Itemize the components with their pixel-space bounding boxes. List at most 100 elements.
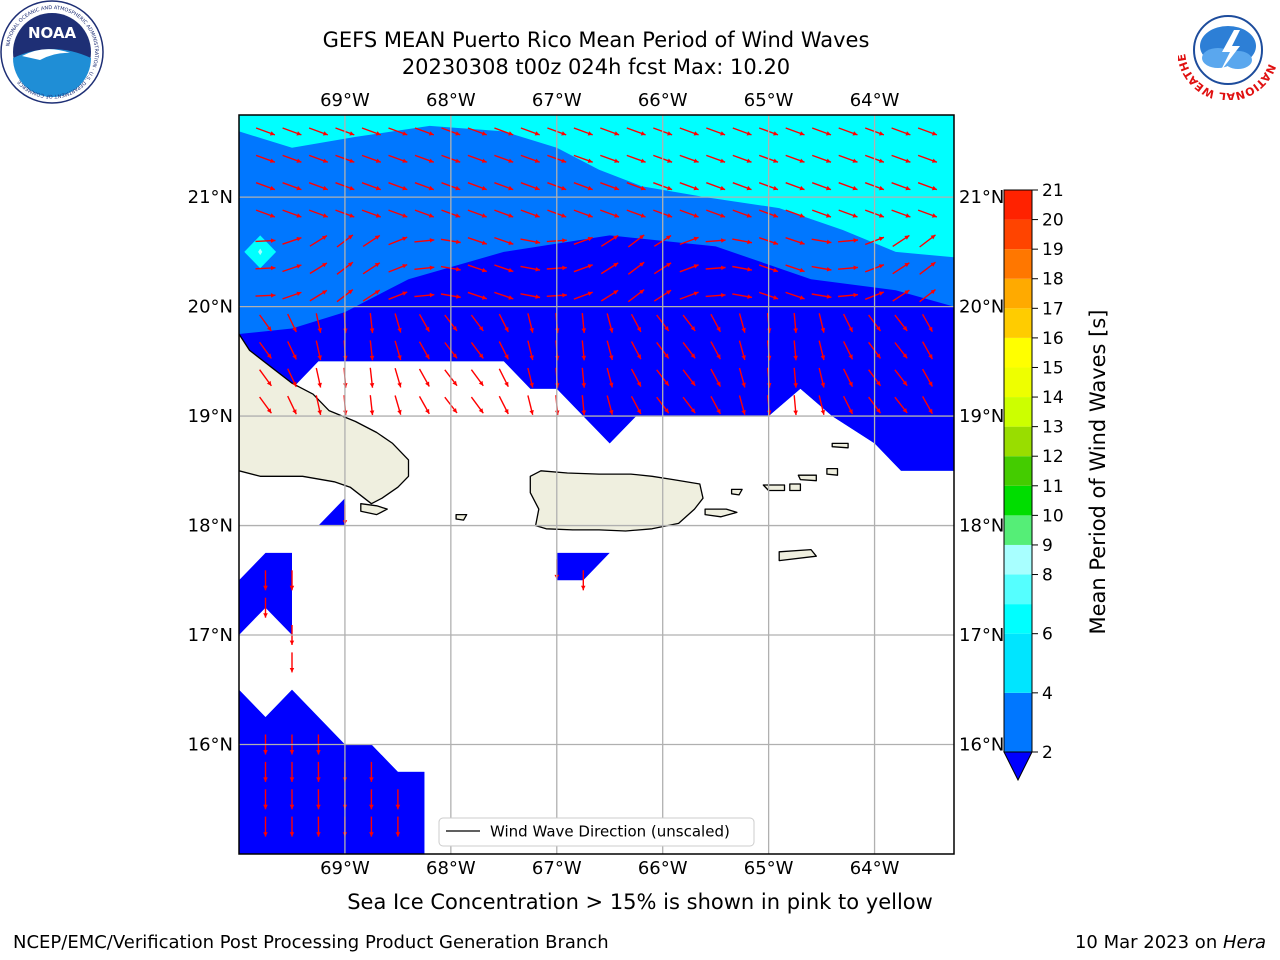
wind-wave-arrow (919, 234, 936, 248)
wind-wave-arrow (630, 395, 642, 415)
wind-wave-arrow (289, 816, 295, 837)
land-virgin-gorda (826, 467, 839, 476)
wind-wave-arrow (706, 127, 726, 136)
wind-wave-arrow (627, 261, 645, 275)
wind-wave-arrow (470, 341, 484, 359)
land-hispaniola (239, 333, 410, 505)
colorbar-label: Mean Period of Wind Waves [s] (1086, 310, 1110, 635)
wind-wave-arrow (838, 182, 858, 191)
wind-wave-arrow (606, 340, 614, 361)
wind-wave-arrow (710, 395, 722, 415)
colorbar-tick-label: 18 (1042, 270, 1064, 290)
wind-wave-arrow (705, 265, 726, 271)
wind-wave-arrow (308, 154, 329, 163)
wind-wave-arrow (811, 265, 832, 272)
wind-wave-arrow (838, 265, 859, 270)
wind-wave-arrow (520, 293, 541, 299)
wind-wave-arrow (818, 313, 826, 333)
colorbar-tick-label: 16 (1042, 329, 1064, 349)
colorbar: 2 4 6 8 9 10 11 12 13 14 15 16 17 18 19 20 21 (1003, 181, 1064, 782)
wind-wave-arrow (679, 291, 699, 300)
wind-wave-arrow (418, 368, 430, 387)
wind-wave-arrow (362, 289, 381, 302)
wind-wave-arrow (732, 127, 752, 136)
wind-wave-arrow (282, 237, 302, 245)
wind-wave-arrow (467, 209, 487, 218)
wind-wave-arrow (818, 395, 826, 415)
land-vieques (704, 508, 738, 518)
wind-wave-arrow (581, 367, 587, 388)
wind-wave-arrow (315, 313, 322, 333)
wind-wave-arrow (606, 395, 614, 415)
wind-wave-arrow (581, 313, 587, 334)
wind-wave-arrow (785, 291, 805, 300)
wind-wave-arrow (255, 182, 276, 191)
lat-tick-label-right: 18°N (959, 516, 1004, 537)
wind-wave-arrow (891, 127, 911, 136)
colorbar-swatch (1004, 397, 1032, 427)
wind-wave-arrow (626, 209, 646, 218)
wind-wave-arrow (732, 293, 753, 299)
wind-wave-arrow (891, 209, 911, 218)
colorbar-tick-label: 15 (1042, 358, 1064, 378)
colorbar-tick-label: 6 (1042, 625, 1053, 645)
colorbar-swatch (1004, 337, 1032, 368)
wind-wave-arrow (732, 154, 752, 163)
wave-period-region-5 (318, 498, 345, 526)
colorbar-tick-label: 9 (1042, 536, 1053, 556)
wind-wave-arrow (581, 570, 586, 591)
wind-wave-arrow (467, 154, 487, 163)
lon-tick-label-bottom: 67°W (532, 858, 582, 879)
wind-wave-arrow (600, 127, 620, 136)
wind-wave-arrow (527, 340, 534, 361)
land-tortola (797, 474, 817, 482)
wind-wave-arrow (738, 367, 746, 388)
graticule-grid (239, 115, 954, 854)
wind-wave-arrow (682, 314, 696, 332)
wind-wave-arrow (630, 341, 642, 360)
wave-period-region-6 (556, 552, 610, 581)
wind-wave-arrow (498, 368, 509, 388)
colorbar-swatch (1004, 219, 1032, 250)
wind-wave-arrow (630, 313, 642, 333)
wind-wave-arrow (626, 127, 646, 136)
wind-wave-arrow (369, 340, 375, 361)
wind-wave-arrow (263, 816, 268, 837)
wave-period-region-1 (239, 115, 954, 258)
wind-wave-arrow (315, 340, 322, 361)
wind-wave-arrow (894, 396, 908, 414)
wind-wave-arrow (388, 127, 408, 136)
wind-wave-arrow (679, 154, 699, 163)
wind-wave-arrow (626, 182, 646, 191)
wind-wave-arrow (606, 313, 614, 333)
colorbar-tick-label: 10 (1042, 506, 1064, 526)
wind-wave-arrow (626, 154, 646, 163)
wind-wave-arrow (891, 154, 911, 163)
legend: Wind Wave Direction (unscaled) (438, 817, 755, 847)
colorbar-tick-label: 2 (1042, 743, 1053, 763)
wind-wave-arrow (395, 789, 401, 810)
wind-wave-arrow (573, 127, 593, 136)
colorbar-tick-label: 20 (1042, 211, 1064, 231)
wave-period-region-7 (239, 552, 292, 635)
wind-wave-arrow (679, 236, 699, 246)
wind-wave-arrow (395, 816, 401, 837)
legend-box (438, 817, 755, 847)
colorbar-swatch (1004, 544, 1032, 575)
land-anegada (831, 442, 849, 449)
colorbar-tick-label: 21 (1042, 181, 1064, 201)
wind-wave-arrow (892, 234, 910, 247)
wind-wave-arrow (255, 265, 276, 271)
wind-wave-arrow (811, 209, 832, 218)
wind-wave-arrow (793, 367, 798, 388)
wind-wave-arrow (494, 154, 514, 163)
footer-date: 10 Mar 2023 on Hera (1075, 932, 1266, 953)
wind-wave-arrow (282, 154, 302, 163)
wind-wave-arrow (282, 264, 302, 273)
wind-wave-arrow (467, 182, 487, 191)
wind-wave-arrow (600, 289, 619, 302)
wind-wave-arrow (498, 395, 509, 415)
colorbar-swatch (1004, 278, 1032, 309)
wind-wave-arrow (414, 127, 435, 136)
wind-wave-arrow (732, 182, 752, 191)
